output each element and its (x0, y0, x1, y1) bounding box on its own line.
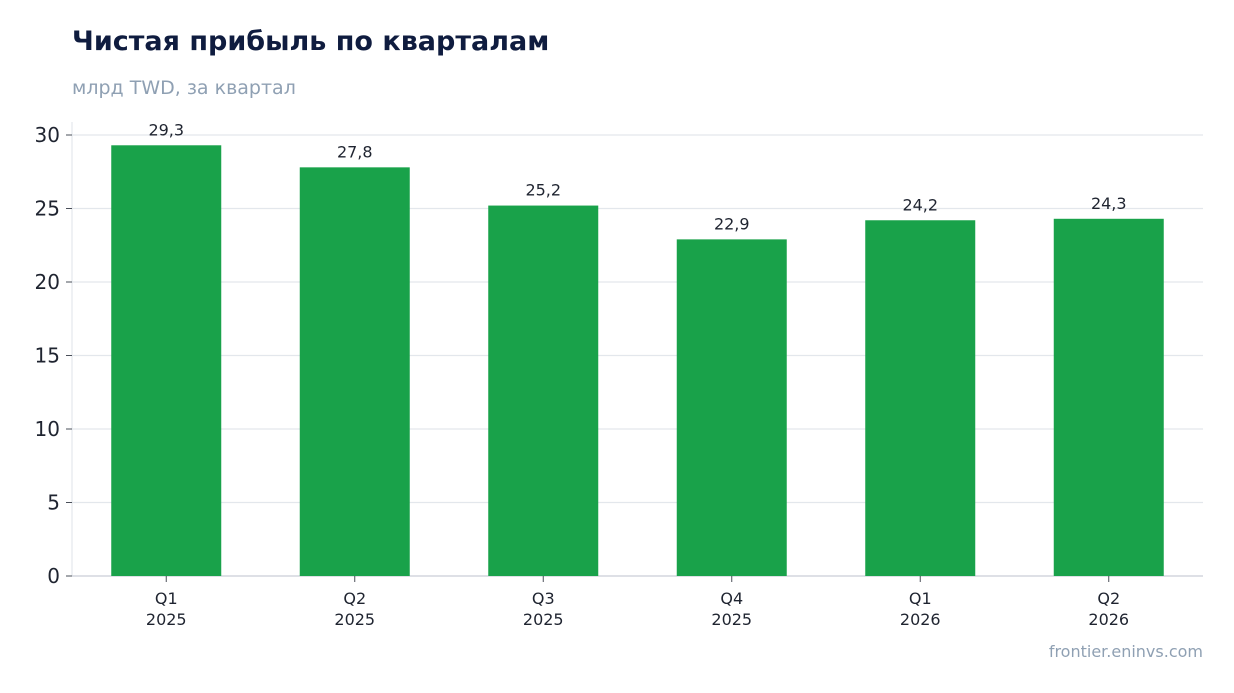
bar-0 (111, 145, 222, 577)
y-tick-label-3: 15 (35, 344, 60, 368)
x-tick-label-1: Q2 2025 (334, 589, 375, 629)
bar-value-label-3: 22,9 (714, 214, 750, 233)
chart-subtitle: млрд TWD, за квартал (72, 77, 296, 99)
y-axis-ticks: 0 5 10 15 20 25 30 (35, 123, 72, 588)
bar-3 (676, 239, 787, 576)
x-tick-label-4: Q1 2026 (900, 589, 941, 629)
x-tick-label-3: Q4 2025 (711, 589, 752, 629)
y-tick-label-6: 30 (35, 123, 60, 147)
source-credit: frontier.eninvs.com (1048, 642, 1203, 661)
x-tick-label-0: Q1 2025 (146, 589, 187, 629)
bar-5 (1053, 218, 1164, 577)
grid-lines (72, 134, 1203, 504)
x-axis-ticks: Q1 2025 Q2 2025 Q3 2025 Q4 2025 Q1 2026 Q2 2026 (146, 576, 1129, 629)
y-tick-label-0: 0 (47, 564, 60, 588)
x-tick-label-5: Q2 2026 (1088, 589, 1129, 629)
y-tick-label-2: 10 (35, 417, 60, 441)
y-tick-label-5: 25 (35, 197, 60, 221)
bar-value-label-4: 24,2 (902, 195, 938, 214)
bar-value-label-5: 24,3 (1091, 194, 1127, 213)
bar-value-label-1: 27,8 (337, 142, 373, 161)
bar-value-label-2: 25,2 (525, 181, 561, 200)
chart-title: Чистая прибыль по кварталам (72, 26, 550, 57)
bar-2 (488, 205, 599, 576)
axes (71, 122, 1203, 577)
x-tick-label-2: Q3 2025 (523, 589, 564, 629)
y-tick-label-1: 5 (47, 491, 60, 515)
bar-4 (865, 220, 976, 576)
y-tick-label-4: 20 (35, 270, 60, 294)
bar-value-label-0: 29,3 (148, 120, 184, 139)
bars (111, 145, 1164, 577)
bar-1 (299, 167, 410, 576)
bar-value-labels: 29,3 27,8 25,2 22,9 24,2 24,3 (148, 120, 1126, 233)
